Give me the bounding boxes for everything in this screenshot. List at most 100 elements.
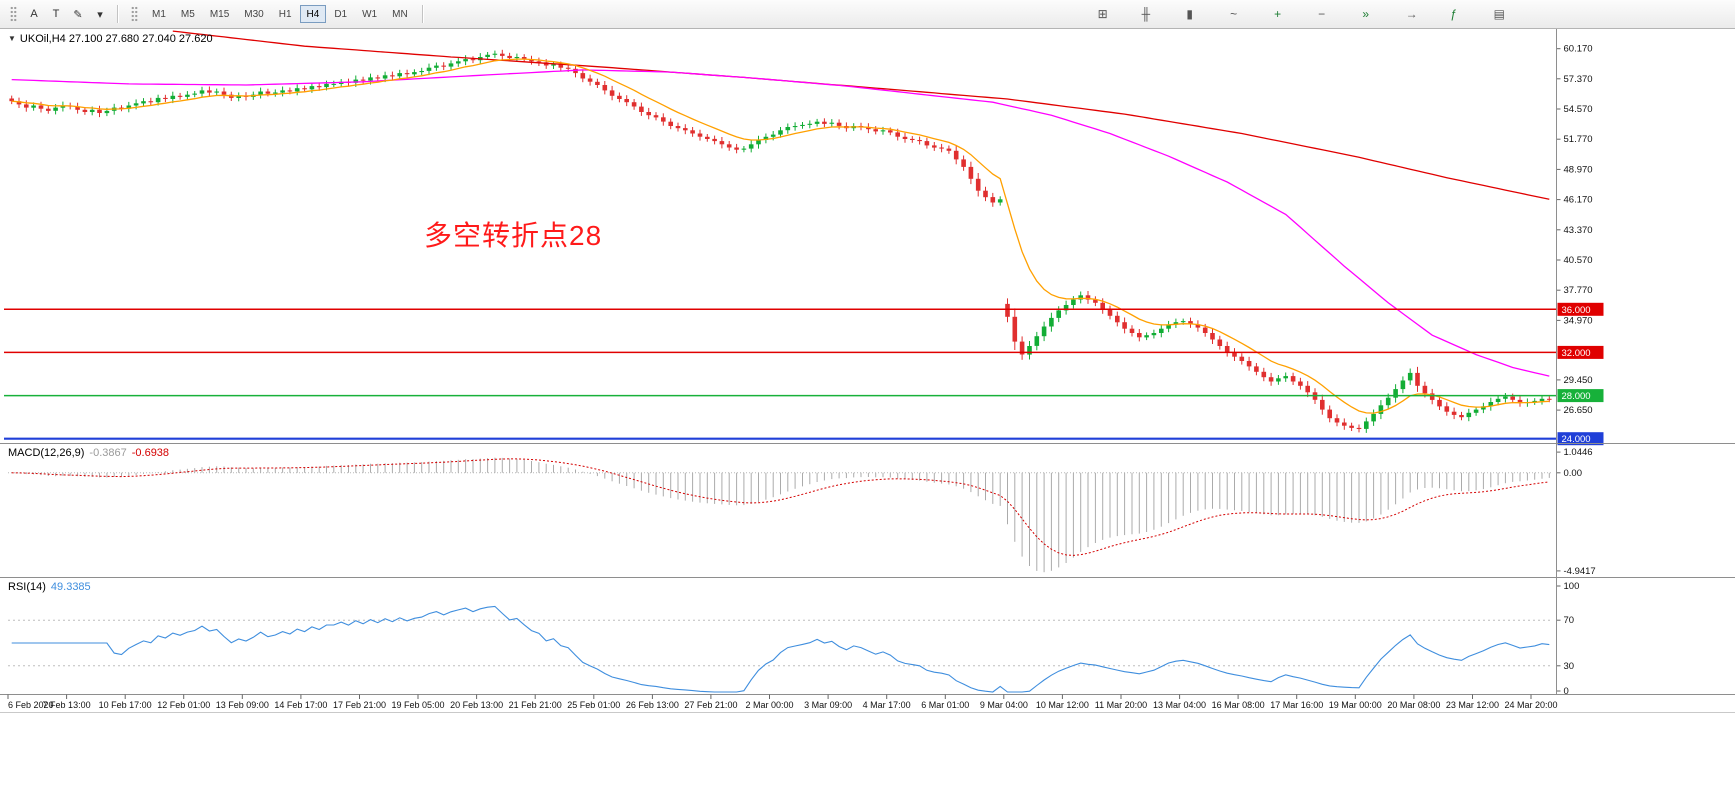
time-label: 20 Mar 08:00: [1387, 700, 1440, 710]
price-tag-32.000: [1557, 345, 1604, 359]
time-label: 9 Mar 04:00: [980, 700, 1028, 710]
indicators-icon[interactable]: ƒ: [1443, 4, 1465, 24]
time-label: 27 Feb 21:00: [684, 700, 737, 710]
chart-title: ▼ UKOil,H4 27.100 27.680 27.040 27.620: [8, 33, 213, 45]
time-label: 2 Mar 00:00: [746, 700, 794, 710]
zoom-in-icon[interactable]: +: [1267, 4, 1289, 24]
timeframe-button-h4[interactable]: H4: [299, 5, 327, 23]
price-tag-text: 24.000: [1562, 434, 1591, 445]
chart-shift-icon[interactable]: →: [1399, 4, 1421, 24]
time-label: 20 Feb 13:00: [450, 700, 503, 710]
price-tick-label: 40.570: [1564, 255, 1593, 266]
time-label: 4 Mar 17:00: [863, 700, 911, 710]
auto-scroll-icon[interactable]: »: [1355, 4, 1377, 24]
macd-name: MACD(12,26,9): [8, 447, 85, 459]
time-label: 24 Mar 20:00: [1505, 700, 1558, 710]
rsi-tick-label: 70: [1564, 615, 1575, 626]
right-tools-group: ⊞ ╫ ▮ ~ + − » → ƒ ▤: [1091, 4, 1509, 24]
macd-tick-label: 0.00: [1564, 468, 1583, 479]
price-tick-label: 34.970: [1564, 315, 1593, 326]
styles-dropdown-button[interactable]: ▾: [90, 4, 110, 24]
rsi-line: [11, 605, 1550, 693]
text-tool-button[interactable]: T: [46, 4, 66, 24]
timeframe-button-d1[interactable]: D1: [327, 5, 354, 23]
time-label: 11 Mar 20:00: [1095, 700, 1147, 710]
time-label: 6 Feb 2020: [8, 700, 54, 710]
macd-histogram: [18, 457, 1550, 573]
price-tag-24.000: [1557, 432, 1604, 446]
macd-tick-label: -4.9417: [1564, 566, 1596, 577]
time-label: 14 Feb 17:00: [274, 700, 327, 710]
time-label: 6 Mar 01:00: [921, 700, 969, 710]
cursor-tool-button[interactable]: A: [24, 4, 44, 24]
time-label: 7 Feb 13:00: [43, 700, 91, 710]
rsi-name: RSI(14): [8, 581, 46, 593]
price-tick-label: 43.370: [1564, 225, 1593, 236]
time-label: 12 Feb 01:00: [157, 700, 210, 710]
price-tag-28.000: [1557, 389, 1604, 403]
chart-annotation: 多空转折点28: [424, 220, 603, 251]
templates-icon[interactable]: ▤: [1487, 4, 1509, 24]
chart-line-icon[interactable]: ~: [1223, 4, 1245, 24]
price-tick-label: 54.570: [1564, 104, 1593, 115]
timeframe-group: M1 M5 M15 M30 H1 H4 D1 W1 MN: [145, 5, 415, 23]
candlestick-series: [9, 49, 1552, 433]
time-label: 23 Mar 12:00: [1446, 700, 1499, 710]
timeframe-button-m30[interactable]: M30: [237, 5, 270, 23]
time-label: 21 Feb 21:00: [509, 700, 562, 710]
time-label: 25 Feb 01:00: [567, 700, 620, 710]
rsi-tick-label: 30: [1564, 661, 1575, 672]
ma-red-line: [172, 30, 1550, 200]
price-tick-label: 51.770: [1564, 134, 1593, 145]
chart-bars-icon[interactable]: ╫: [1135, 4, 1157, 24]
price-tag-text: 28.000: [1562, 391, 1591, 402]
ma-orange-line: [11, 58, 1550, 414]
time-label: 26 Feb 13:00: [626, 700, 679, 710]
price-tick-label: 48.970: [1564, 164, 1593, 175]
macd-indicator-label: MACD(12,26,9) -0.3867 -0.6938: [8, 447, 169, 459]
rsi-indicator-label: RSI(14) 49.3385: [8, 581, 91, 593]
time-label: 17 Mar 16:00: [1270, 700, 1323, 710]
tile-windows-icon[interactable]: ⊞: [1091, 4, 1113, 24]
time-label: 19 Feb 05:00: [392, 700, 445, 710]
rsi-tick-label: 0: [1564, 686, 1569, 697]
price-tag-text: 36.000: [1562, 305, 1591, 316]
price-tick-label: 29.450: [1564, 375, 1593, 386]
macd-signal-line: [11, 458, 1550, 556]
price-tag-36.000: [1557, 302, 1604, 316]
timeframe-button-mn[interactable]: MN: [385, 5, 415, 23]
chart-title-text: UKOil,H4 27.100 27.680 27.040 27.620: [19, 33, 213, 45]
toolbar-grip-icon: [131, 6, 138, 22]
price-tick-label: 46.170: [1564, 195, 1593, 206]
time-label: 19 Mar 00:00: [1329, 700, 1382, 710]
chart-candles-icon[interactable]: ▮: [1179, 4, 1201, 24]
timeframe-button-h1[interactable]: H1: [272, 5, 299, 23]
price-tag-text: 32.000: [1562, 348, 1591, 359]
timeframe-button-m5[interactable]: M5: [174, 5, 202, 23]
time-label: 10 Feb 17:00: [99, 700, 152, 710]
time-label: 13 Feb 09:00: [216, 700, 269, 710]
time-label: 17 Feb 21:00: [333, 700, 386, 710]
timeframe-button-m1[interactable]: M1: [145, 5, 173, 23]
price-tick-label: 37.770: [1564, 285, 1593, 296]
price-tick-label: 57.370: [1564, 74, 1593, 85]
time-label: 10 Mar 12:00: [1036, 700, 1089, 710]
toolbar-separator: [421, 5, 424, 23]
timeframe-button-w1[interactable]: W1: [355, 5, 384, 23]
zoom-out-icon[interactable]: −: [1311, 4, 1333, 24]
toolbar: A T ✎ ▾ M1 M5 M15 M30 H1 H4 D1 W1 MN ⊞ ╫ ▮ ~ + − » → ƒ ▤: [0, 0, 1735, 29]
time-axis[interactable]: [7, 694, 1532, 700]
rsi-tick-label: 100: [1564, 581, 1580, 592]
macd-tick-label: 1.0446: [1564, 447, 1593, 458]
rsi-value: 49.3385: [50, 581, 91, 593]
symbol-dropdown-icon[interactable]: ▼: [8, 34, 16, 43]
time-label: 13 Mar 04:00: [1153, 700, 1206, 710]
timeframe-button-m15[interactable]: M15: [203, 5, 236, 23]
toolbar-separator: [117, 5, 119, 23]
time-label: 3 Mar 09:00: [804, 700, 852, 710]
styles-tool-button[interactable]: ✎: [68, 4, 88, 24]
ma-magenta-line: [11, 69, 1550, 377]
macd-signal-value: -0.6938: [131, 447, 170, 459]
